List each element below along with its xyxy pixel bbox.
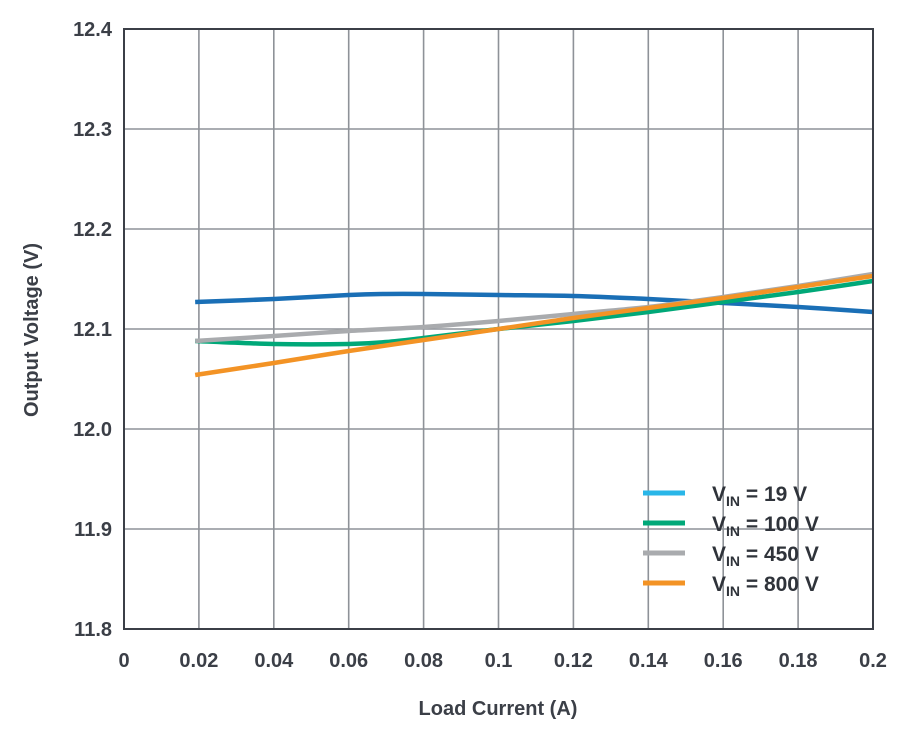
legend: VIN = 19 V VIN = 100 V VIN = 450 V VIN = 80… bbox=[643, 483, 819, 599]
series-line-1 bbox=[195, 291, 874, 315]
series-line-4 bbox=[194, 273, 874, 378]
x-tick-label: 0.1 bbox=[485, 650, 513, 672]
legend-label-4: VIN = 800 V bbox=[712, 573, 819, 599]
x-tick-label: 0.2 bbox=[859, 650, 887, 672]
x-axis-ticks: 0 0.02 0.04 0.06 0.08 0.1 0.12 0.14 0.16 0.18 0.2 bbox=[118, 650, 886, 672]
y-tick-label: 12.2 bbox=[73, 219, 112, 241]
legend-label-3: VIN = 450 V bbox=[712, 543, 819, 569]
x-tick-label: 0 bbox=[118, 650, 129, 672]
x-tick-label: 0.16 bbox=[704, 650, 743, 672]
x-tick-label: 0.06 bbox=[329, 650, 368, 672]
x-tick-label: 0.12 bbox=[554, 650, 593, 672]
y-tick-label: 11.9 bbox=[74, 519, 112, 541]
x-tick-label: 0.08 bbox=[404, 650, 443, 672]
y-tick-label: 12.4 bbox=[73, 19, 113, 41]
y-tick-label: 12.3 bbox=[73, 119, 112, 141]
y-tick-label: 11.8 bbox=[74, 619, 112, 641]
series-lines bbox=[194, 271, 874, 378]
y-axis-ticks: 12.4 12.3 12.2 12.1 12.0 11.9 11.8 bbox=[73, 19, 113, 641]
y-tick-label: 12.1 bbox=[73, 319, 112, 341]
legend-label-1: VIN = 19 V bbox=[712, 483, 807, 509]
x-tick-label: 0.14 bbox=[629, 650, 669, 672]
y-axis-title: Output Voltage (V) bbox=[21, 243, 43, 417]
x-tick-label: 0.04 bbox=[254, 650, 294, 672]
y-tick-label: 12.0 bbox=[73, 419, 112, 441]
legend-label-2: VIN = 100 V bbox=[712, 513, 819, 539]
x-tick-label: 0.02 bbox=[179, 650, 218, 672]
x-axis-title: Load Current (A) bbox=[419, 698, 578, 720]
plot-frame bbox=[123, 28, 874, 630]
x-tick-label: 0.18 bbox=[779, 650, 818, 672]
